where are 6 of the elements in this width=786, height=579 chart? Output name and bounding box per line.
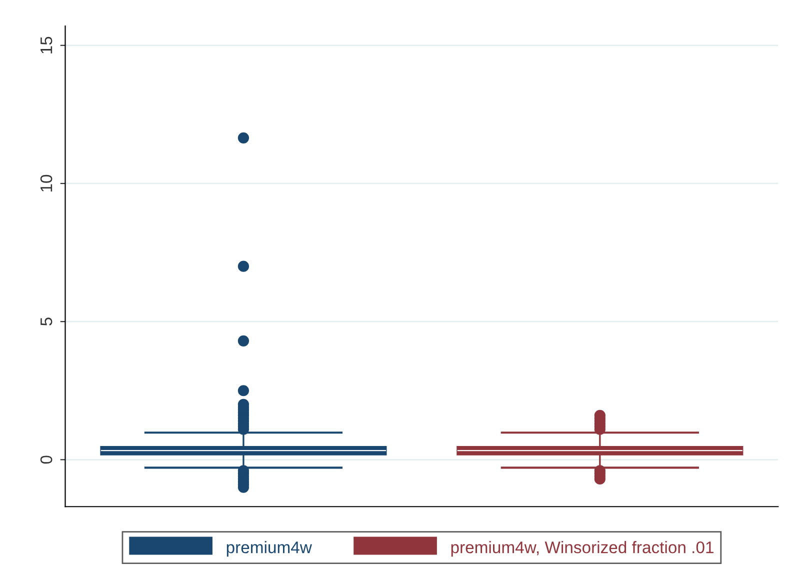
y-tick-label: 5 [40,318,52,326]
text: premium4w, Winsorized fraction .01 [451,541,714,557]
y-tick-label: 0 [40,456,52,464]
y-tick-label: 15 [40,36,52,54]
y-tick-label: 10 [40,174,52,192]
text: premium4w [226,541,312,557]
